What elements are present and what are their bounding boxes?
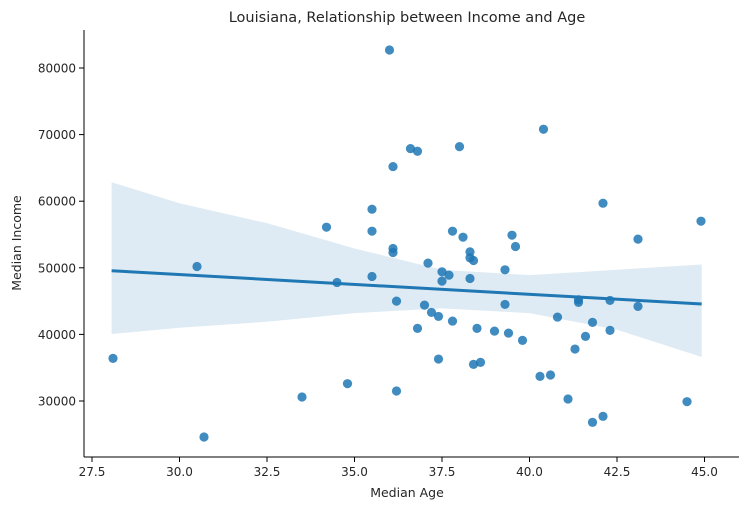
data-point <box>367 226 377 236</box>
data-point <box>388 161 398 172</box>
data-point <box>391 296 402 306</box>
data-point <box>468 359 479 369</box>
data-point <box>405 143 416 154</box>
data-point <box>468 255 479 266</box>
data-point <box>444 270 454 280</box>
data-point <box>696 216 706 226</box>
chart-title: Louisiana, Relationship between Income a… <box>229 10 586 26</box>
data-point <box>475 357 486 367</box>
data-point <box>433 311 444 322</box>
data-point <box>342 379 353 389</box>
y-tick-label: 70000 <box>38 128 76 142</box>
data-point <box>633 301 643 312</box>
x-tick-label: 42.5 <box>604 465 631 479</box>
x-axis-label: Median Age <box>370 485 444 500</box>
data-point <box>573 297 584 308</box>
data-point <box>426 307 437 318</box>
data-point <box>458 232 468 242</box>
data-point <box>598 198 608 208</box>
data-point <box>423 258 433 268</box>
x-tick-label: 35.0 <box>341 465 368 479</box>
data-point <box>563 394 573 404</box>
x-tick-label: 27.5 <box>79 465 106 479</box>
data-point <box>388 247 398 258</box>
y-axis-label: Median Income <box>9 195 24 291</box>
data-point <box>108 353 118 363</box>
y-tick-label: 30000 <box>38 395 76 409</box>
data-point <box>633 234 643 244</box>
data-point <box>545 370 556 380</box>
data-point <box>419 300 430 310</box>
data-point <box>367 271 377 282</box>
data-point <box>447 316 458 326</box>
confidence-band <box>111 182 702 358</box>
data-point <box>587 317 598 328</box>
data-point <box>507 230 517 240</box>
x-tick-label: 32.5 <box>254 465 281 479</box>
y-ticks: 30000 40000 50000 60000 70000 80000 <box>38 62 84 409</box>
data-point <box>489 326 500 336</box>
data-point <box>517 335 528 345</box>
data-point <box>535 371 545 381</box>
regression-layer <box>111 269 702 306</box>
data-point <box>433 354 444 364</box>
data-point <box>384 45 395 55</box>
x-tick-label: 40.0 <box>516 465 543 479</box>
data-point <box>437 267 447 277</box>
data-point <box>297 392 307 402</box>
data-point <box>503 328 514 338</box>
data-point <box>199 432 209 442</box>
data-point <box>510 241 521 252</box>
y-tick-label: 80000 <box>38 62 76 76</box>
data-point <box>192 261 202 272</box>
data-point <box>587 417 598 427</box>
data-point <box>412 323 423 334</box>
data-point <box>447 226 458 236</box>
data-point <box>570 344 580 354</box>
x-ticks: 27.5 30.0 32.5 35.0 37.5 40.0 42.5 45.0 <box>79 457 718 479</box>
y-tick-label: 50000 <box>38 261 76 275</box>
x-tick-label: 37.5 <box>429 465 456 479</box>
data-point <box>367 204 377 214</box>
data-point <box>321 222 332 232</box>
data-point <box>412 146 423 156</box>
data-point <box>682 397 692 407</box>
x-tick-label: 45.0 <box>691 465 718 479</box>
data-point <box>437 276 447 286</box>
data-point <box>391 386 402 396</box>
data-point <box>580 331 591 341</box>
data-point <box>500 265 510 275</box>
regression-line <box>111 269 702 306</box>
data-point <box>552 312 563 322</box>
data-point <box>598 411 608 421</box>
data-point <box>454 141 465 152</box>
y-tick-label: 40000 <box>38 328 76 342</box>
x-tick-label: 30.0 <box>166 465 193 479</box>
confidence-band-layer <box>111 182 702 358</box>
y-tick-label: 60000 <box>38 195 76 209</box>
data-point <box>605 325 615 336</box>
data-point <box>538 124 549 134</box>
data-point <box>472 323 482 334</box>
data-point <box>500 299 510 310</box>
data-point <box>465 273 475 284</box>
